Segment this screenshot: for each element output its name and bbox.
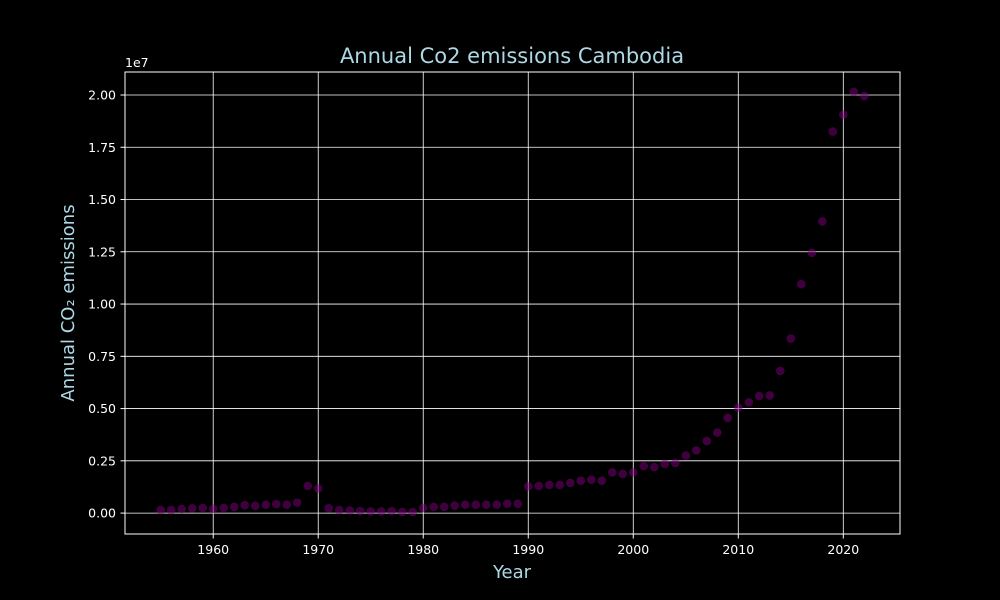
plot-area: [125, 72, 900, 534]
x-axis-ticks: 1960 1970 1980 1990 2000 2010 2020: [197, 534, 859, 557]
data-point: [292, 498, 302, 507]
y-axis-ticks: 0.00 0.25 0.50 0.75 1.00 1.25 1.50 1.75 2.00: [88, 87, 125, 521]
data-point: [670, 458, 680, 468]
data-point: [250, 501, 260, 511]
data-point: [366, 507, 376, 516]
data-point: [586, 475, 596, 484]
data-point: [754, 391, 764, 401]
data-point: [387, 506, 397, 516]
data-point: [639, 461, 649, 471]
data-point: [838, 110, 848, 120]
data-point: [502, 499, 512, 508]
data-point: [775, 366, 785, 376]
data-point: [345, 506, 355, 515]
data-point: [796, 279, 806, 289]
x-tick-label: 1980: [407, 542, 439, 557]
data-point: [156, 505, 166, 515]
data-point: [177, 504, 187, 514]
data-point: [429, 502, 439, 512]
data-point: [544, 480, 554, 490]
data-point: [355, 506, 365, 516]
data-point: [628, 468, 638, 477]
data-point: [334, 505, 344, 515]
data-point: [418, 503, 428, 513]
y-axis-label: Annual CO₂ emissions: [58, 204, 79, 401]
x-tick-label: 2020: [827, 542, 859, 557]
data-point: [744, 397, 754, 407]
data-point: [849, 87, 859, 97]
x-tick-label: 1960: [197, 542, 229, 557]
data-point: [513, 499, 523, 508]
x-tick-label: 2000: [617, 542, 649, 557]
data-point: [303, 481, 313, 491]
data-point: [733, 403, 743, 412]
data-point: [660, 459, 670, 469]
data-point: [786, 334, 796, 343]
data-point: [649, 462, 659, 472]
data-point: [555, 480, 565, 490]
data-point: [324, 503, 334, 513]
x-tick-label: 1990: [512, 542, 544, 557]
data-point: [408, 507, 418, 517]
y-tick-label: 0.75: [88, 349, 116, 364]
y-axis-offset-label: 1e7: [125, 55, 149, 70]
y-tick-label: 0.25: [88, 453, 116, 468]
data-point: [198, 503, 208, 513]
y-tick-label: 1.00: [88, 297, 116, 312]
data-point: [859, 91, 869, 101]
data-point: [439, 502, 449, 512]
y-tick-label: 0.50: [88, 401, 116, 416]
data-point: [166, 505, 176, 515]
data-point: [597, 476, 607, 485]
data-point: [828, 127, 838, 136]
data-point: [712, 428, 722, 437]
data-point: [492, 500, 502, 510]
data-point: [523, 482, 533, 491]
data-point: [576, 476, 586, 485]
x-tick-label: 1970: [302, 542, 334, 557]
data-point: [534, 481, 544, 491]
data-point: [618, 469, 628, 479]
data-point: [376, 507, 386, 516]
data-point: [271, 499, 281, 509]
data-point: [397, 507, 407, 517]
data-point: [208, 504, 218, 514]
x-axis-label: Year: [492, 562, 532, 583]
x-tick-label: 2010: [722, 542, 754, 557]
data-point: [240, 500, 250, 510]
y-tick-label: 1.50: [88, 192, 116, 207]
data-point: [765, 391, 775, 400]
data-point: [481, 500, 491, 510]
y-tick-label: 1.75: [88, 140, 116, 155]
chart-title: Annual Co2 emissions Cambodia: [340, 44, 684, 68]
y-tick-label: 1.25: [88, 244, 116, 259]
data-point: [282, 500, 292, 510]
data-point: [723, 413, 733, 423]
y-tick-label: 2.00: [88, 87, 116, 102]
data-point: [229, 502, 239, 512]
data-point: [261, 500, 271, 510]
grid-lines: [125, 72, 900, 534]
data-point: [187, 503, 197, 513]
data-point: [702, 436, 712, 446]
data-point: [471, 500, 481, 510]
data-point: [313, 484, 323, 493]
data-point: [450, 501, 460, 510]
plot-frame: [124, 71, 901, 535]
data-point: [219, 503, 229, 513]
data-point: [817, 217, 827, 226]
data-point: [681, 451, 691, 460]
data-point: [807, 248, 817, 258]
data-point: [691, 446, 701, 455]
data-point: [607, 468, 617, 477]
data-point: [460, 500, 470, 510]
y-tick-label: 0.00: [88, 506, 116, 521]
data-points: [156, 87, 869, 517]
data-point: [565, 478, 575, 488]
